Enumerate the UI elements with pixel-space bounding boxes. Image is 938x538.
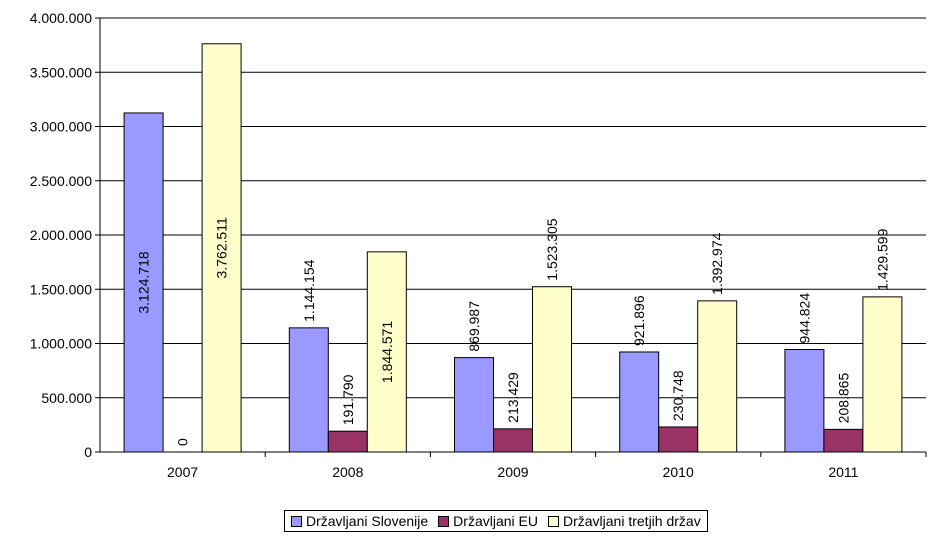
bar — [862, 296, 903, 453]
bar — [123, 112, 164, 453]
legend-label-tretjih: Državljani tretjih držav — [562, 513, 701, 529]
data-label: 869.987 — [466, 301, 482, 352]
data-label: 1.144.154 — [301, 259, 317, 321]
bar — [823, 428, 864, 453]
y-tick-label: 3.000.000 — [30, 119, 92, 135]
data-label: 921.896 — [631, 295, 647, 346]
bar — [697, 300, 738, 453]
x-tick-label: 2010 — [663, 464, 694, 480]
bar — [493, 428, 533, 453]
legend-item-eu: Državljani EU — [438, 513, 538, 529]
legend-item-slovenije: Državljani Slovenije — [291, 513, 428, 529]
x-tick-label: 2007 — [167, 464, 198, 480]
y-tick-label: 500.000 — [41, 390, 92, 406]
y-tick-label: 1.500.000 — [30, 281, 92, 297]
y-tick-label: 2.500.000 — [30, 173, 92, 189]
y-tick-label: 0 — [84, 444, 92, 460]
data-label: 213.429 — [505, 372, 521, 423]
y-tick-label: 1.000.000 — [30, 336, 92, 352]
bar — [288, 327, 329, 453]
bar — [619, 351, 660, 453]
legend-label-eu: Državljani EU — [453, 513, 538, 529]
data-label: 191.790 — [340, 374, 356, 425]
legend-label-slovenije: Državljani Slovenije — [306, 513, 429, 529]
bar — [201, 43, 242, 453]
legend-swatch-tretjih — [547, 515, 559, 527]
y-tick-label: 2.000.000 — [30, 227, 92, 243]
x-tick-label: 2008 — [332, 464, 363, 480]
data-label: 944.824 — [796, 293, 812, 344]
y-tick-label: 4.000.000 — [30, 10, 92, 26]
y-tick-label: 3.500.000 — [30, 64, 92, 80]
data-label: 3.124.718 — [136, 251, 152, 313]
legend-item-tretjih: Državljani tretjih držav — [547, 513, 701, 529]
x-tick-label: 2011 — [828, 464, 858, 480]
legend: Državljani Slovenije Državljani EU Držav… — [284, 510, 708, 532]
bar — [784, 348, 825, 453]
data-label: 1.392.974 — [709, 232, 725, 294]
bar — [327, 430, 368, 453]
data-label: 208.865 — [835, 373, 851, 424]
data-label: 1.844.571 — [379, 321, 395, 383]
legend-swatch-eu — [438, 515, 450, 527]
bar — [366, 251, 407, 453]
data-label: 1.523.305 — [544, 218, 560, 280]
bar — [532, 286, 572, 453]
x-tick-label: 2009 — [497, 464, 528, 480]
data-label: 0 — [175, 438, 191, 446]
bar — [454, 357, 494, 453]
legend-swatch-slovenije — [291, 515, 302, 527]
bar — [658, 426, 699, 453]
data-label: 1.429.599 — [874, 228, 890, 290]
data-label: 230.748 — [670, 370, 686, 421]
data-label: 3.762.511 — [214, 217, 230, 278]
